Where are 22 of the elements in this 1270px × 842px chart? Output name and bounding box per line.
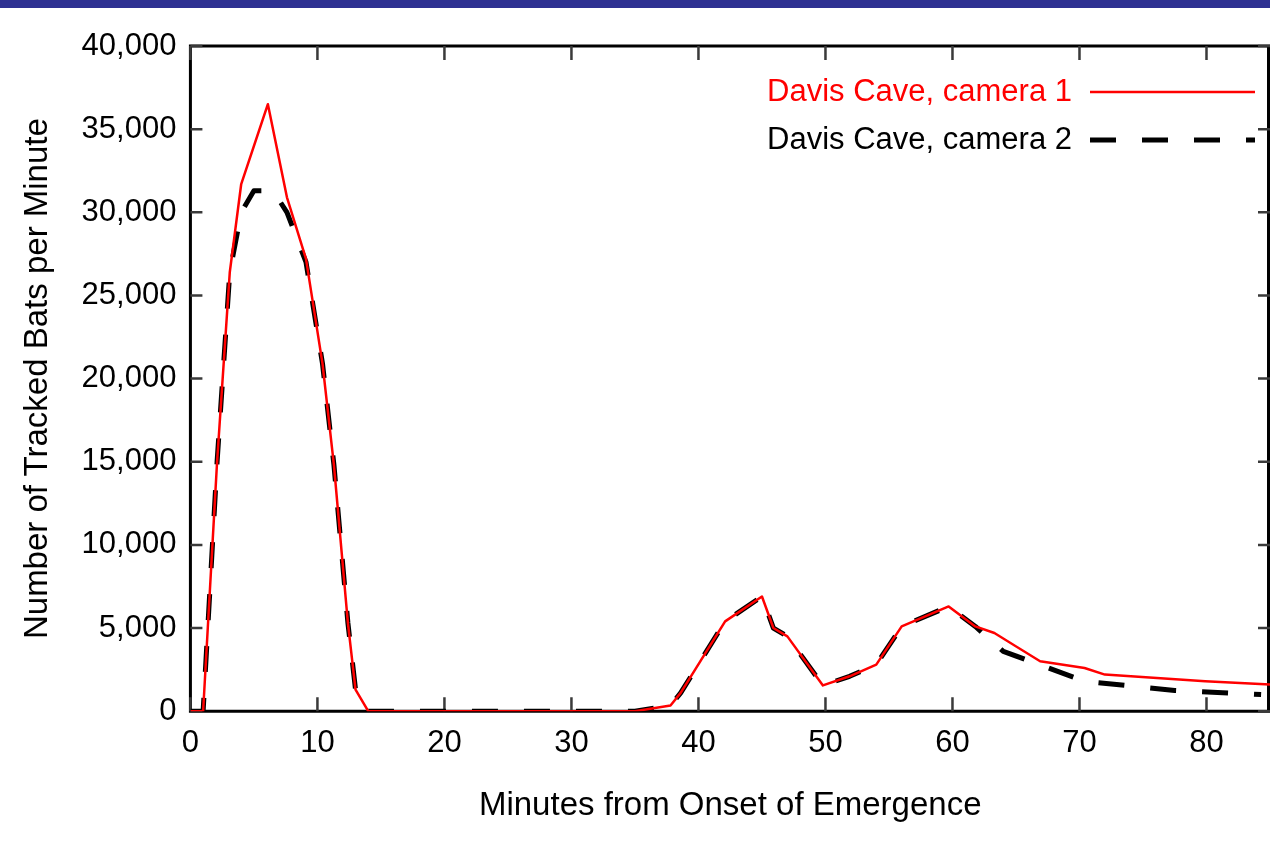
x-tick-label: 50 <box>808 724 843 760</box>
y-axis-title: Number of Tracked Bats per Minute <box>16 118 54 640</box>
y-tick-label: 25,000 <box>81 276 177 311</box>
x-tick-label: 0 <box>181 724 200 760</box>
x-tick-label: 20 <box>427 724 462 760</box>
x-tick-label: 10 <box>300 724 335 760</box>
x-tick-label: 40 <box>681 724 716 760</box>
y-tick-label: 10,000 <box>81 525 177 561</box>
y-tick-label: 30,000 <box>81 192 177 228</box>
y-tick-label: 15,000 <box>81 442 177 478</box>
text: Davis Cave, camera 1 <box>767 72 1072 108</box>
y-tick-label: 35,000 <box>81 109 177 145</box>
x-tick-label: 80 <box>1189 724 1224 760</box>
y-tick-label: 40,000 <box>81 26 177 62</box>
x-tick-label: 70 <box>1062 724 1097 760</box>
y-tick-label: 20,000 <box>81 359 177 395</box>
x-axis-title: Minutes from Onset of Emergence <box>478 785 982 823</box>
y-tick-label: 5,000 <box>98 608 177 644</box>
text: Davis Cave, camera 2 <box>767 120 1072 156</box>
y-tick-label: 0 <box>159 691 177 727</box>
x-tick-label: 60 <box>935 724 970 760</box>
x-tick-label: 30 <box>554 724 589 760</box>
